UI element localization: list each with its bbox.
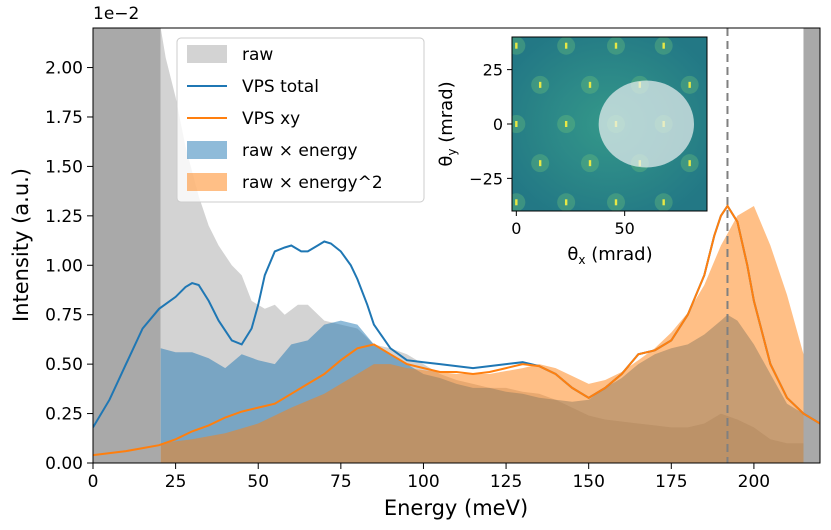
diffraction-spot <box>538 81 542 88</box>
y-tick-label: 1.75 <box>45 108 83 128</box>
diffraction-spot <box>588 81 592 88</box>
y-axis-label: Intensity (a.u.) <box>9 168 33 322</box>
x-tick-label: 100 <box>407 472 439 492</box>
inset-y-tick-label: 25 <box>483 61 503 80</box>
excluded-region-1 <box>93 28 161 463</box>
legend-label-vps-xy: VPS xy <box>242 109 300 129</box>
series-vps-xy-line <box>93 204 820 457</box>
diffraction-spot <box>538 160 542 167</box>
diffraction-spot <box>614 42 618 49</box>
legend-swatch-raw-energy-2 <box>187 173 227 191</box>
plot-frame <box>92 27 821 464</box>
x-tick-label: 150 <box>572 472 604 492</box>
legend-label-raw-energy: raw × energy <box>242 141 358 161</box>
diffraction-halo <box>512 193 526 211</box>
y-tick-label: 0.25 <box>45 405 83 425</box>
aperture-circle <box>598 80 694 168</box>
diffraction-spot <box>564 121 568 127</box>
x-tick-label: 175 <box>655 472 687 492</box>
legend-swatch-raw <box>187 45 227 63</box>
diffraction-spot <box>515 199 518 206</box>
diffraction-spot <box>588 160 592 167</box>
y-tick-label: 1.25 <box>45 207 83 227</box>
diffraction-spot <box>515 42 518 49</box>
legend: raw VPS total VPS xy raw × energy raw × ener… <box>176 37 425 203</box>
inset-y-tick-label: −25 <box>469 169 503 188</box>
inset-x-axis-label: θx (mrad) <box>567 244 652 267</box>
inset-x-tick-label: 50 <box>614 219 634 238</box>
diffraction-halo <box>512 37 526 55</box>
main-axes: 0 25 50 75 100 125 150 175 200 0.00 0.25 0.50 0.75 1.… <box>45 27 821 492</box>
y-tick-label: 2.00 <box>45 59 83 79</box>
y-tick-label: 0.75 <box>45 306 83 326</box>
y-tick-label: 0.00 <box>45 454 83 474</box>
diffraction-spot <box>688 81 691 88</box>
legend-label-vps-total: VPS total <box>242 77 319 97</box>
inset-heatmap: 0 50 25 0 −25 θx (mrad) θy (mrad) <box>436 36 708 267</box>
diffraction-spot <box>688 160 691 167</box>
inset-y-axis-label: θy (mrad) <box>436 81 459 166</box>
diffraction-spot <box>515 121 518 127</box>
legend-label-raw-energy-2: raw × energy^2 <box>242 173 383 193</box>
inset-x-tick-label: 0 <box>511 219 521 238</box>
x-tick-label: 25 <box>165 472 187 492</box>
diffraction-spot <box>564 42 568 49</box>
series-raw-energy-2-area <box>160 206 804 463</box>
diffraction-spot <box>662 199 665 206</box>
diffraction-spot <box>564 199 568 206</box>
x-tick-label: 200 <box>738 472 770 492</box>
x-tick-label: 0 <box>88 472 99 492</box>
x-axis-label: Energy (meV) <box>384 496 528 520</box>
legend-frame <box>176 37 425 203</box>
y-tick-label: 0.50 <box>45 355 83 375</box>
excluded-region-2 <box>803 28 820 463</box>
x-tick-label: 75 <box>330 472 352 492</box>
legend-swatch-raw-energy <box>187 141 227 159</box>
main-fill-layers <box>93 28 820 463</box>
y-tick-label: 1.50 <box>45 157 83 177</box>
x-tick-label: 125 <box>490 472 522 492</box>
y-tick-label: 1.00 <box>45 256 83 276</box>
y-offset-text: 1e−2 <box>93 4 139 24</box>
diffraction-spot <box>614 199 618 206</box>
x-tick-label: 50 <box>247 472 269 492</box>
diffraction-spot <box>662 42 665 49</box>
main-line-layers <box>93 28 820 463</box>
legend-label-raw: raw <box>242 45 273 65</box>
diffraction-halo <box>512 115 526 133</box>
inset-y-tick-label: 0 <box>493 115 503 134</box>
